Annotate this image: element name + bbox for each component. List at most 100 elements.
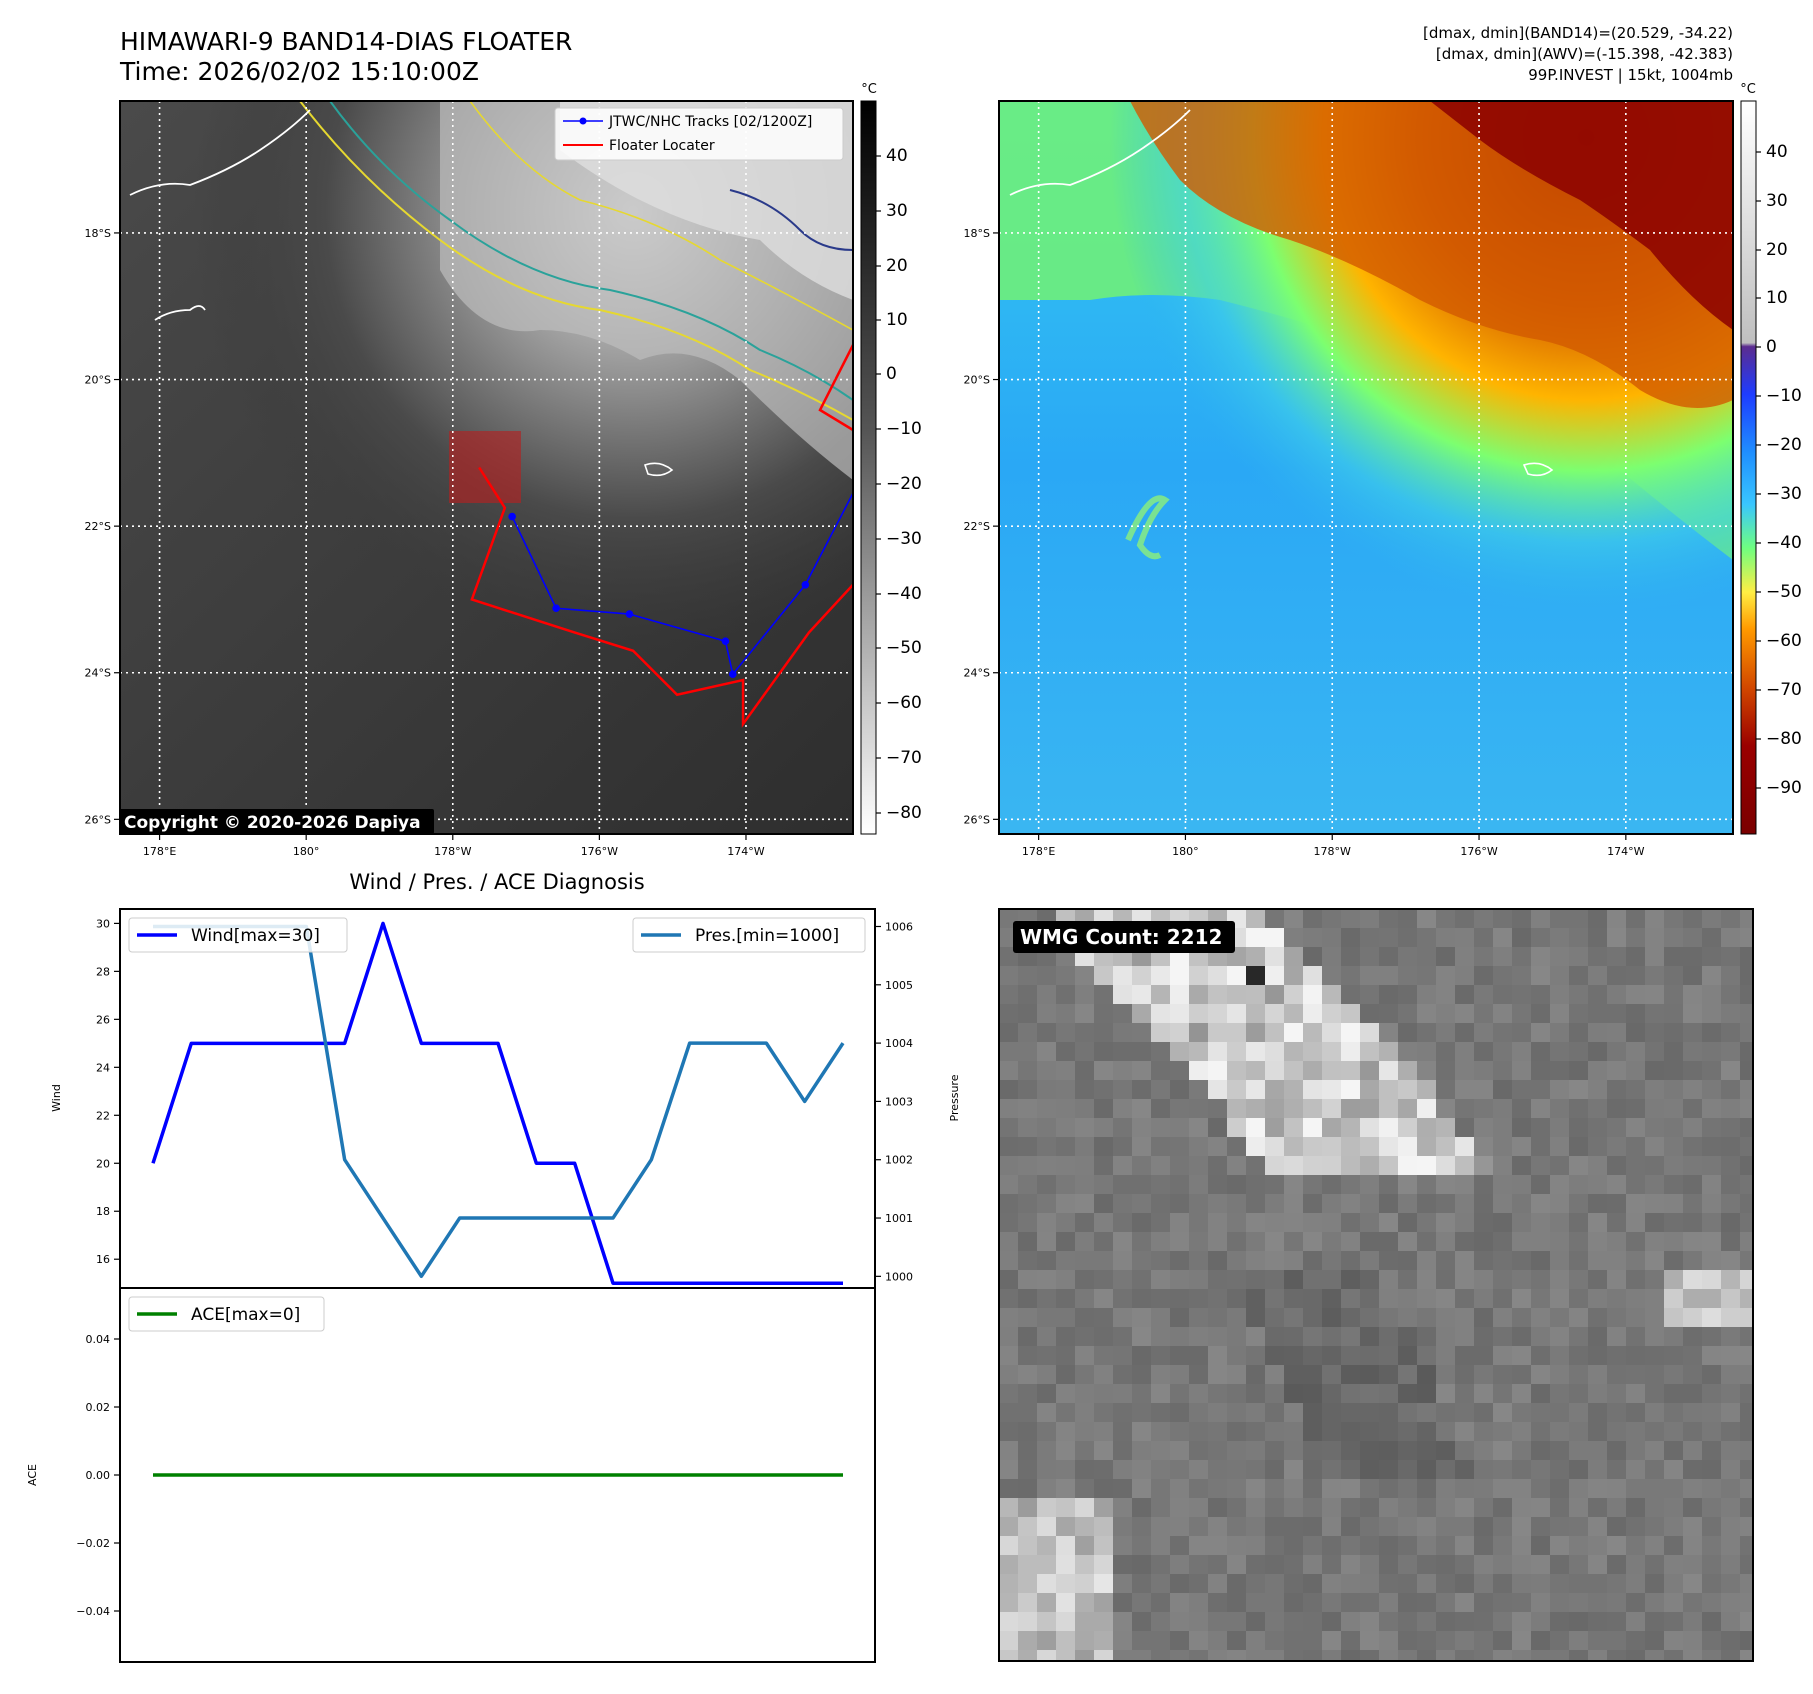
wmg-cell [1265,947,1284,966]
wmg-cell [1702,1631,1721,1650]
wmg-cell [1721,1441,1740,1460]
wmg-cell [1170,1612,1189,1631]
wmg-cell [1189,1422,1208,1441]
wmg-cell [1360,1384,1379,1403]
wmg-cell [1740,1061,1759,1080]
wmg-cell [1588,1631,1607,1650]
wmg-cell [1360,1517,1379,1536]
wmg-cell [1284,1099,1303,1118]
wmg-cell [1569,985,1588,1004]
wmg-cell [1531,1232,1550,1251]
wmg-cell [999,1650,1018,1669]
wmg-cell [1322,1593,1341,1612]
wmg-cell [1569,1460,1588,1479]
wmg-cell [1740,1251,1759,1270]
wmg-cell [1018,1593,1037,1612]
wmg-cell [1569,1441,1588,1460]
wmg-cell [1607,1441,1626,1460]
wmg-cell [1056,1042,1075,1061]
wmg-cell [1341,1023,1360,1042]
wmg-cell [1493,1346,1512,1365]
wmg-cell [1132,1042,1151,1061]
wmg-cell [1474,1194,1493,1213]
wmg-cell [1151,1289,1170,1308]
wmg-cell [1474,1137,1493,1156]
wmg-cell [1246,928,1265,947]
wmg-cell [1189,1099,1208,1118]
wmg-cell [1379,1384,1398,1403]
wmg-cell [1341,1080,1360,1099]
wmg-cell [1246,1612,1265,1631]
awv-map-ytick-label: 18°S [964,227,990,240]
wmg-cell [1189,1232,1208,1251]
gray-colorbar-unit: °C [861,82,877,97]
wmg-cell [1683,1213,1702,1232]
wmg-cell [1702,1004,1721,1023]
wmg-cell [1512,966,1531,985]
wmg-cell [1721,1346,1740,1365]
wmg-cell [1113,1327,1132,1346]
wmg-cell [1588,1498,1607,1517]
wmg-cell [1626,1213,1645,1232]
wmg-cell [1113,1593,1132,1612]
wmg-cell [1341,1612,1360,1631]
wmg-cell [1417,1574,1436,1593]
wmg-cell [1227,1479,1246,1498]
wmg-cell [1417,1536,1436,1555]
wmg-cell [1569,1118,1588,1137]
wmg-cell [1341,1156,1360,1175]
wmg-cell [1132,1574,1151,1593]
wmg-cell [1170,1308,1189,1327]
wmg-cell [1455,1042,1474,1061]
wmg-cell [1094,985,1113,1004]
wmg-cell [1379,1289,1398,1308]
wmg-cell [1037,1365,1056,1384]
wmg-cell [1094,1441,1113,1460]
wmg-cell [1645,1080,1664,1099]
wmg-cell [1721,1555,1740,1574]
wmg-cell [1721,1194,1740,1213]
wmg-cell [1360,1460,1379,1479]
wmg-cell [1208,1213,1227,1232]
wmg-cell [1246,1479,1265,1498]
wmg-cell [1341,1479,1360,1498]
wmg-cell [1113,1137,1132,1156]
wmg-cell [1626,1650,1645,1669]
jtwc-track-point [802,581,810,589]
ir-map-ytick-label: 24°S [85,667,111,680]
wmg-cell [1702,1213,1721,1232]
wmg-cell [1322,1289,1341,1308]
wmg-cell [1569,1498,1588,1517]
wmg-cell [1303,1403,1322,1422]
wmg-cell [1360,1118,1379,1137]
wmg-cell [1132,1232,1151,1251]
wmg-cell [1702,947,1721,966]
wmg-cell [1417,1023,1436,1042]
wmg-cell [1208,1403,1227,1422]
wmg-cell [1721,1156,1740,1175]
wmg-cell [1018,1574,1037,1593]
wmg-cell [1436,1612,1455,1631]
wmg-cell [1607,1308,1626,1327]
wmg-cell [1056,1327,1075,1346]
wmg-cell [1303,1194,1322,1213]
wmg-cell [1455,1156,1474,1175]
wmg-cell [1265,1384,1284,1403]
wmg-cell [1113,1213,1132,1232]
wmg-cell [1569,1650,1588,1669]
wmg-cell [1550,1080,1569,1099]
wmg-cell [1569,1346,1588,1365]
wmg-cell [1379,1422,1398,1441]
wmg-cell [1265,1175,1284,1194]
wmg-cell [1398,1479,1417,1498]
wmg-cell [1455,1517,1474,1536]
wmg-cell [1341,1365,1360,1384]
wmg-cell [1037,1175,1056,1194]
copyright-badge: Copyright © 2020-2026 Dapiya [119,809,434,834]
wmg-cell [1113,1650,1132,1669]
wmg-cell [1379,1574,1398,1593]
wmg-cell [1645,1270,1664,1289]
wmg-cell [1303,1460,1322,1479]
wmg-cell [999,1004,1018,1023]
